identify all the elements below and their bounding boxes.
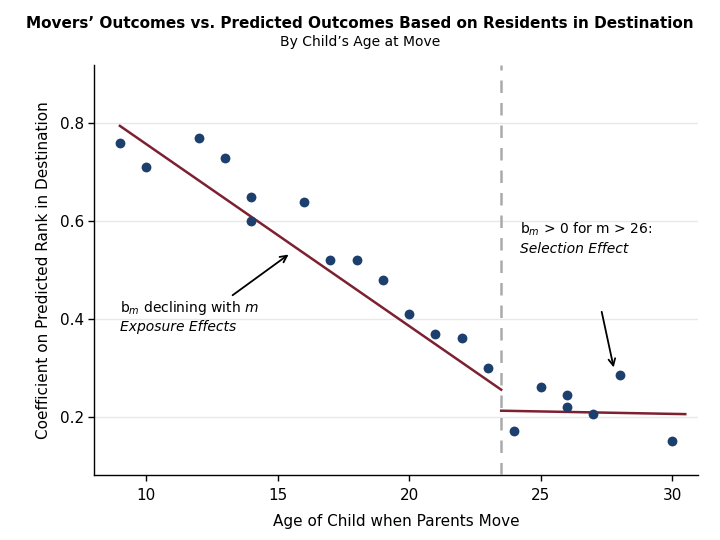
Point [114, 139, 126, 147]
Text: Exposure Effects: Exposure Effects [120, 320, 236, 334]
Point [140, 163, 152, 172]
Text: b$_m$ declining with $m$: b$_m$ declining with $m$ [120, 299, 259, 316]
Point [246, 192, 257, 201]
Point [561, 390, 572, 399]
Point [193, 134, 204, 143]
Point [325, 256, 336, 265]
Point [561, 402, 572, 411]
Point [508, 427, 520, 436]
Point [403, 309, 415, 318]
Text: Movers’ Outcomes vs. Predicted Outcomes Based on Residents in Destination: Movers’ Outcomes vs. Predicted Outcomes … [26, 16, 694, 31]
Point [666, 437, 678, 445]
Point [220, 153, 231, 162]
Y-axis label: Coefficient on Predicted Rank in Destination: Coefficient on Predicted Rank in Destina… [36, 101, 51, 439]
Point [298, 197, 310, 206]
Point [377, 275, 389, 284]
Point [613, 371, 625, 380]
Text: b$_m$ > 0 for m > 26:: b$_m$ > 0 for m > 26: [520, 220, 652, 238]
Text: By Child’s Age at Move: By Child’s Age at Move [280, 35, 440, 49]
Point [456, 334, 467, 343]
Point [588, 410, 599, 418]
Point [246, 217, 257, 226]
Point [430, 329, 441, 338]
Point [535, 383, 546, 391]
Point [482, 363, 494, 372]
Text: Selection Effect: Selection Effect [520, 242, 628, 256]
X-axis label: Age of Child when Parents Move: Age of Child when Parents Move [273, 514, 519, 529]
Point [351, 256, 362, 265]
